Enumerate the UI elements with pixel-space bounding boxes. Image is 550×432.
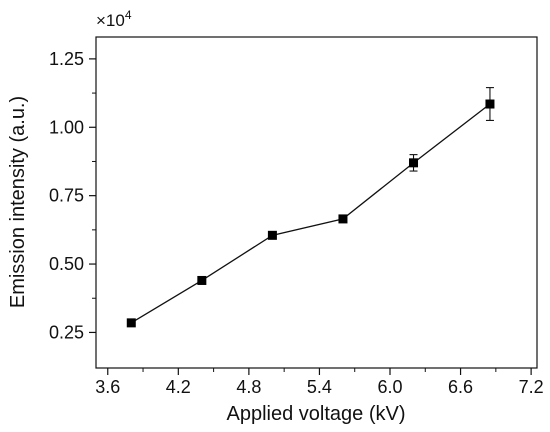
data-point: [338, 214, 348, 224]
y-tick-label: 0.50: [49, 254, 84, 274]
x-tick-label: 6.0: [377, 377, 402, 397]
x-tick-label: 4.2: [166, 377, 191, 397]
x-tick-label: 3.6: [95, 377, 120, 397]
series-layer: [126, 87, 495, 328]
series-line: [130, 103, 491, 324]
x-tick-label: 4.8: [236, 377, 261, 397]
y-tick-label: 0.75: [49, 186, 84, 206]
y-tick-label: 1.25: [49, 49, 84, 69]
y-tick-label: 0.25: [49, 322, 84, 342]
x-axis-label: Applied voltage (kV): [227, 403, 406, 425]
x-tick-label: 6.6: [448, 377, 473, 397]
x-tick-label: 7.2: [519, 377, 544, 397]
data-point: [267, 230, 277, 240]
y-tick-label: 1.00: [49, 117, 84, 137]
y-multiplier-base: ×10: [96, 11, 125, 30]
y-axis-label: Emission intensity (a.u.): [7, 96, 29, 308]
x-axis-ticks: 3.6 4.2 4.8 5.4 6.0 6.6 7.2: [95, 368, 544, 397]
data-point: [197, 275, 207, 285]
data-point: [409, 158, 419, 168]
x-tick-label: 5.4: [307, 377, 332, 397]
y-axis-ticks: 0.25 0.50 0.75 1.00 1.25: [49, 49, 96, 342]
y-multiplier-exponent: 4: [125, 8, 132, 22]
y-multiplier: ×104: [96, 8, 132, 30]
data-point: [126, 318, 136, 328]
data-point: [485, 99, 495, 109]
plot-frame: [95, 36, 538, 369]
